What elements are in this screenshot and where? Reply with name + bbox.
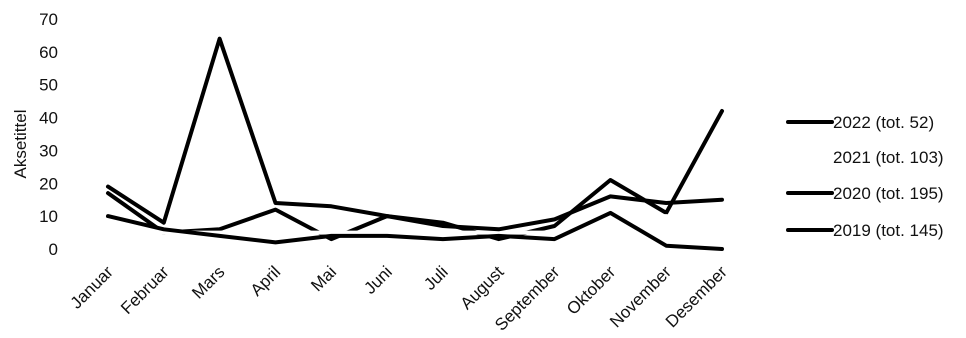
series-line [106, 210, 724, 251]
y-tick-label: 0 [49, 240, 58, 259]
x-tick-label: Mars [188, 262, 228, 302]
y-axis-ticks: 0 10 20 30 40 50 60 70 [39, 10, 58, 259]
legend-label: 2022 (tot. 52) [833, 113, 934, 132]
y-tick-label: 40 [39, 109, 58, 128]
y-tick-label: 20 [39, 174, 58, 193]
x-tick-label: August [457, 262, 508, 313]
x-tick-label: Desember [662, 262, 731, 331]
x-tick-label: Juni [360, 262, 395, 297]
series-line [106, 36, 724, 232]
legend-label: 2019 (tot. 145) [833, 221, 944, 240]
y-tick-label: 60 [39, 43, 58, 62]
y-tick-label: 30 [39, 141, 58, 160]
series-lines [106, 36, 724, 251]
y-tick-label: 50 [39, 76, 58, 95]
x-tick-label: Juli [420, 262, 451, 293]
legend-label: 2020 (tot. 195) [833, 184, 944, 203]
x-axis-ticks: Januar Februar Mars April Mai Juni Juli AugustS… [67, 262, 731, 334]
x-tick-label: Februar [117, 262, 173, 318]
y-tick-label: 10 [39, 207, 58, 226]
x-tick-label: Oktober [563, 262, 619, 318]
x-tick-label: Mai [307, 262, 340, 295]
x-tick-label: April [247, 262, 284, 299]
y-axis-title: Aksetittel [11, 110, 30, 179]
x-tick-label: Januar [67, 262, 117, 312]
y-tick-label: 70 [39, 10, 58, 29]
legend: 2022 (tot. 52) 2021 (tot. 103) 2020 (tot. … [786, 113, 944, 240]
legend-label: 2021 (tot. 103) [833, 148, 944, 167]
